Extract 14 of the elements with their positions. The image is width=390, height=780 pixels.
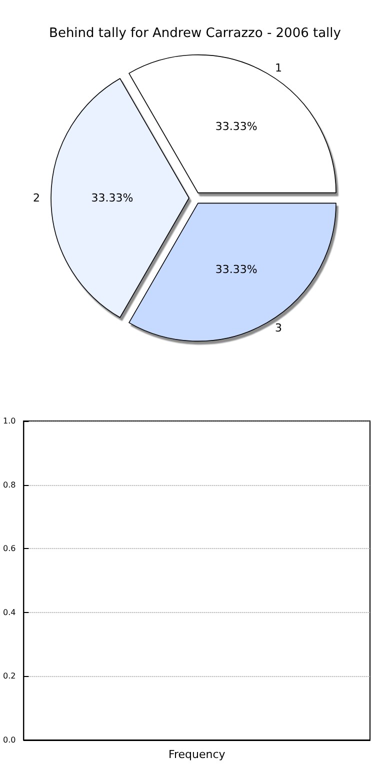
y-tick-label: 0.2 (2, 672, 16, 681)
chart-title: Behind tally for Andrew Carrazzo - 2006 tally (49, 26, 342, 41)
slice-label: 1 (275, 62, 282, 75)
y-tick-label: 0.0 (2, 736, 16, 744)
slice-label: 3 (275, 321, 282, 334)
y-tick-label: 0.6 (2, 544, 16, 554)
x-axis-title: Frequency (168, 748, 226, 761)
y-tick-label: 0.4 (2, 608, 16, 617)
data-label: 33.33% (215, 263, 258, 276)
data-label: 33.33% (215, 120, 258, 133)
y-tick-label: 1.0 (2, 416, 16, 426)
slice-label: 2 (33, 192, 40, 204)
y-tick-label: 0.8 (2, 480, 16, 490)
data-label: 33.33% (91, 192, 134, 204)
